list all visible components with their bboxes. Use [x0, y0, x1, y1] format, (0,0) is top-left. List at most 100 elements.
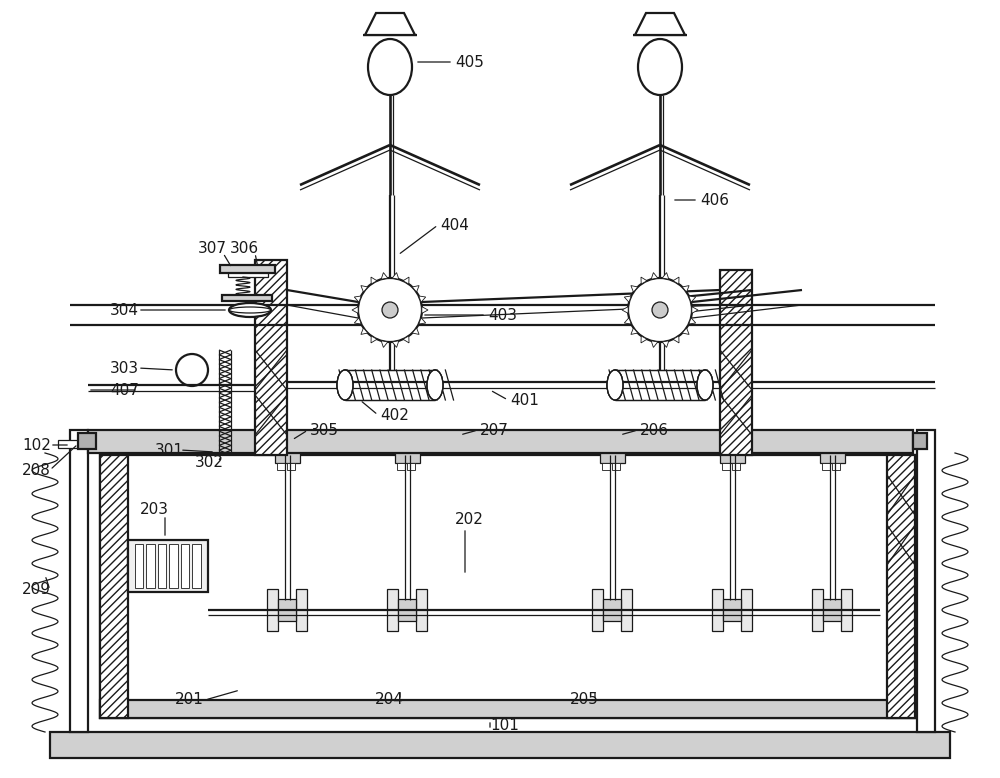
Text: 204: 204	[375, 692, 404, 707]
Polygon shape	[419, 296, 426, 303]
Bar	[100, 455, 128, 718]
Polygon shape	[354, 317, 361, 324]
Polygon shape	[422, 307, 428, 314]
Text: 403: 403	[488, 307, 517, 323]
Bar	[812, 589, 823, 631]
Text: 208: 208	[22, 462, 51, 478]
Bar	[602, 463, 610, 470]
Bar	[398, 599, 416, 621]
Ellipse shape	[229, 303, 271, 317]
Bar	[158, 544, 166, 588]
Text: 202: 202	[455, 513, 484, 527]
Bar	[397, 463, 405, 470]
Circle shape	[652, 302, 668, 318]
Polygon shape	[689, 296, 696, 303]
Polygon shape	[631, 286, 638, 292]
Bar	[841, 589, 852, 631]
Polygon shape	[662, 272, 669, 279]
Bar	[832, 463, 840, 470]
Bar	[612, 463, 620, 470]
Text: 405: 405	[455, 54, 484, 69]
Polygon shape	[419, 317, 426, 324]
Text: 303: 303	[110, 360, 139, 376]
Bar	[732, 463, 740, 470]
Bar	[287, 463, 295, 470]
Bar	[50, 732, 950, 758]
Circle shape	[382, 302, 398, 318]
Bar	[887, 455, 915, 718]
Bar	[603, 599, 621, 621]
Polygon shape	[371, 336, 377, 343]
Text: 404: 404	[440, 218, 469, 233]
Ellipse shape	[607, 370, 623, 400]
Bar	[169, 544, 178, 588]
Bar	[712, 589, 723, 631]
Polygon shape	[689, 317, 696, 324]
Bar	[296, 589, 307, 631]
Text: 305: 305	[310, 422, 339, 437]
Bar	[146, 544, 155, 588]
Bar	[917, 430, 935, 732]
Bar	[255, 260, 287, 455]
Polygon shape	[673, 277, 679, 284]
Ellipse shape	[368, 39, 412, 95]
Bar	[416, 589, 427, 631]
Polygon shape	[392, 272, 399, 279]
Polygon shape	[692, 307, 698, 314]
Text: 304: 304	[110, 303, 139, 317]
Circle shape	[628, 278, 692, 342]
Polygon shape	[641, 277, 647, 284]
Bar	[600, 453, 625, 463]
Ellipse shape	[697, 370, 713, 400]
Bar	[278, 599, 296, 621]
Bar	[78, 433, 96, 449]
Polygon shape	[361, 328, 368, 335]
Text: 406: 406	[700, 192, 729, 208]
Text: 306: 306	[230, 240, 259, 255]
Bar	[220, 265, 275, 273]
Bar	[222, 295, 272, 301]
Bar	[820, 453, 845, 463]
Bar	[128, 540, 208, 592]
Polygon shape	[651, 272, 658, 279]
Bar	[88, 430, 913, 453]
Bar	[823, 599, 841, 621]
Bar	[100, 700, 915, 718]
Polygon shape	[622, 307, 628, 314]
Ellipse shape	[607, 370, 623, 400]
Polygon shape	[412, 286, 419, 292]
Polygon shape	[662, 341, 669, 348]
Text: 205: 205	[570, 692, 599, 707]
Bar	[621, 589, 632, 631]
Ellipse shape	[427, 370, 443, 400]
Bar	[100, 455, 915, 718]
Bar	[720, 270, 752, 455]
Bar	[407, 463, 415, 470]
Bar	[70, 430, 88, 732]
Polygon shape	[352, 307, 358, 314]
Bar	[395, 453, 420, 463]
Text: 201: 201	[175, 692, 204, 707]
Bar	[822, 463, 830, 470]
Ellipse shape	[638, 39, 682, 95]
Circle shape	[176, 354, 208, 386]
Bar	[277, 463, 285, 470]
Polygon shape	[682, 286, 689, 292]
Text: 302: 302	[195, 454, 224, 469]
Text: 307: 307	[198, 240, 227, 255]
Text: 203: 203	[140, 503, 169, 517]
Text: 301: 301	[155, 443, 184, 457]
Text: 206: 206	[640, 422, 669, 437]
Bar	[192, 544, 201, 588]
Bar	[267, 589, 278, 631]
Polygon shape	[412, 328, 419, 335]
Polygon shape	[624, 296, 631, 303]
Ellipse shape	[427, 370, 443, 400]
Polygon shape	[392, 341, 399, 348]
Bar	[723, 599, 741, 621]
Ellipse shape	[337, 370, 353, 400]
Text: 402: 402	[380, 408, 409, 422]
Text: 401: 401	[510, 392, 539, 408]
Text: 209: 209	[22, 583, 51, 598]
Polygon shape	[624, 317, 631, 324]
